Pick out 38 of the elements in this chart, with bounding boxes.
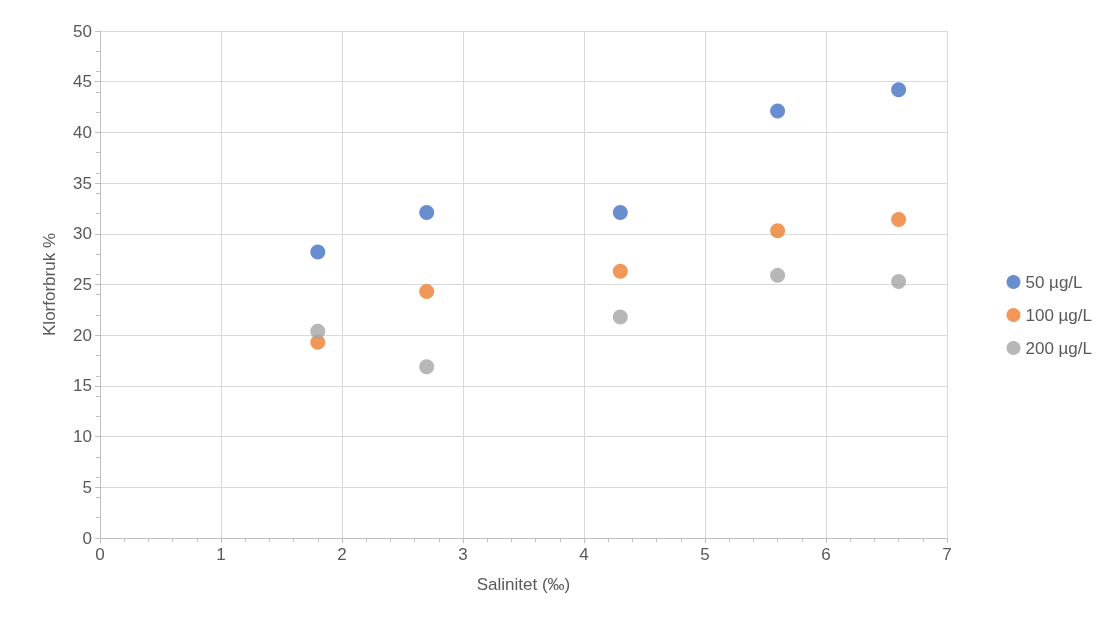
point [612, 205, 628, 220]
point [891, 82, 907, 98]
point [891, 273, 907, 289]
y-tick-label: 15 [73, 376, 92, 396]
y-tick-label: 35 [73, 173, 92, 193]
x-tick-label: 3 [458, 545, 468, 564]
point [419, 284, 435, 300]
point [310, 323, 326, 339]
legend-label: 50 µg/L [1025, 272, 1083, 292]
y-tick-label: 5 [82, 477, 92, 497]
y-tick-label: 40 [73, 122, 92, 142]
x-tick-label: 4 [579, 545, 589, 564]
point [612, 263, 628, 279]
x-tick-label: 5 [700, 545, 710, 564]
legend-label: 200 µg/L [1025, 338, 1092, 358]
point [770, 267, 786, 283]
point [419, 205, 435, 220]
point [770, 223, 786, 239]
point [310, 244, 326, 260]
legend-label: 100 µg/L [1025, 305, 1092, 325]
x-tick-label: 7 [942, 545, 952, 564]
point [770, 103, 786, 119]
y-tick-label: 45 [73, 72, 92, 92]
x-tick-label: 2 [337, 545, 347, 564]
y-tick-label: 30 [73, 224, 92, 244]
y-tick-label: 0 [82, 528, 92, 548]
x-tick-label: 0 [95, 545, 105, 564]
point [419, 359, 435, 375]
x-axis-title: Salinitet (‰) [476, 575, 571, 594]
y-tick-label: 50 [73, 21, 92, 41]
y-tick-label: 10 [73, 427, 92, 447]
x-tick-label: 1 [216, 545, 226, 564]
y-tick-label: 20 [73, 325, 92, 345]
point [612, 309, 628, 325]
y-axis-title: Klorforbruk % [40, 233, 59, 336]
point [891, 212, 907, 228]
x-tick-label: 6 [821, 545, 831, 564]
y-tick-label: 25 [73, 275, 92, 294]
